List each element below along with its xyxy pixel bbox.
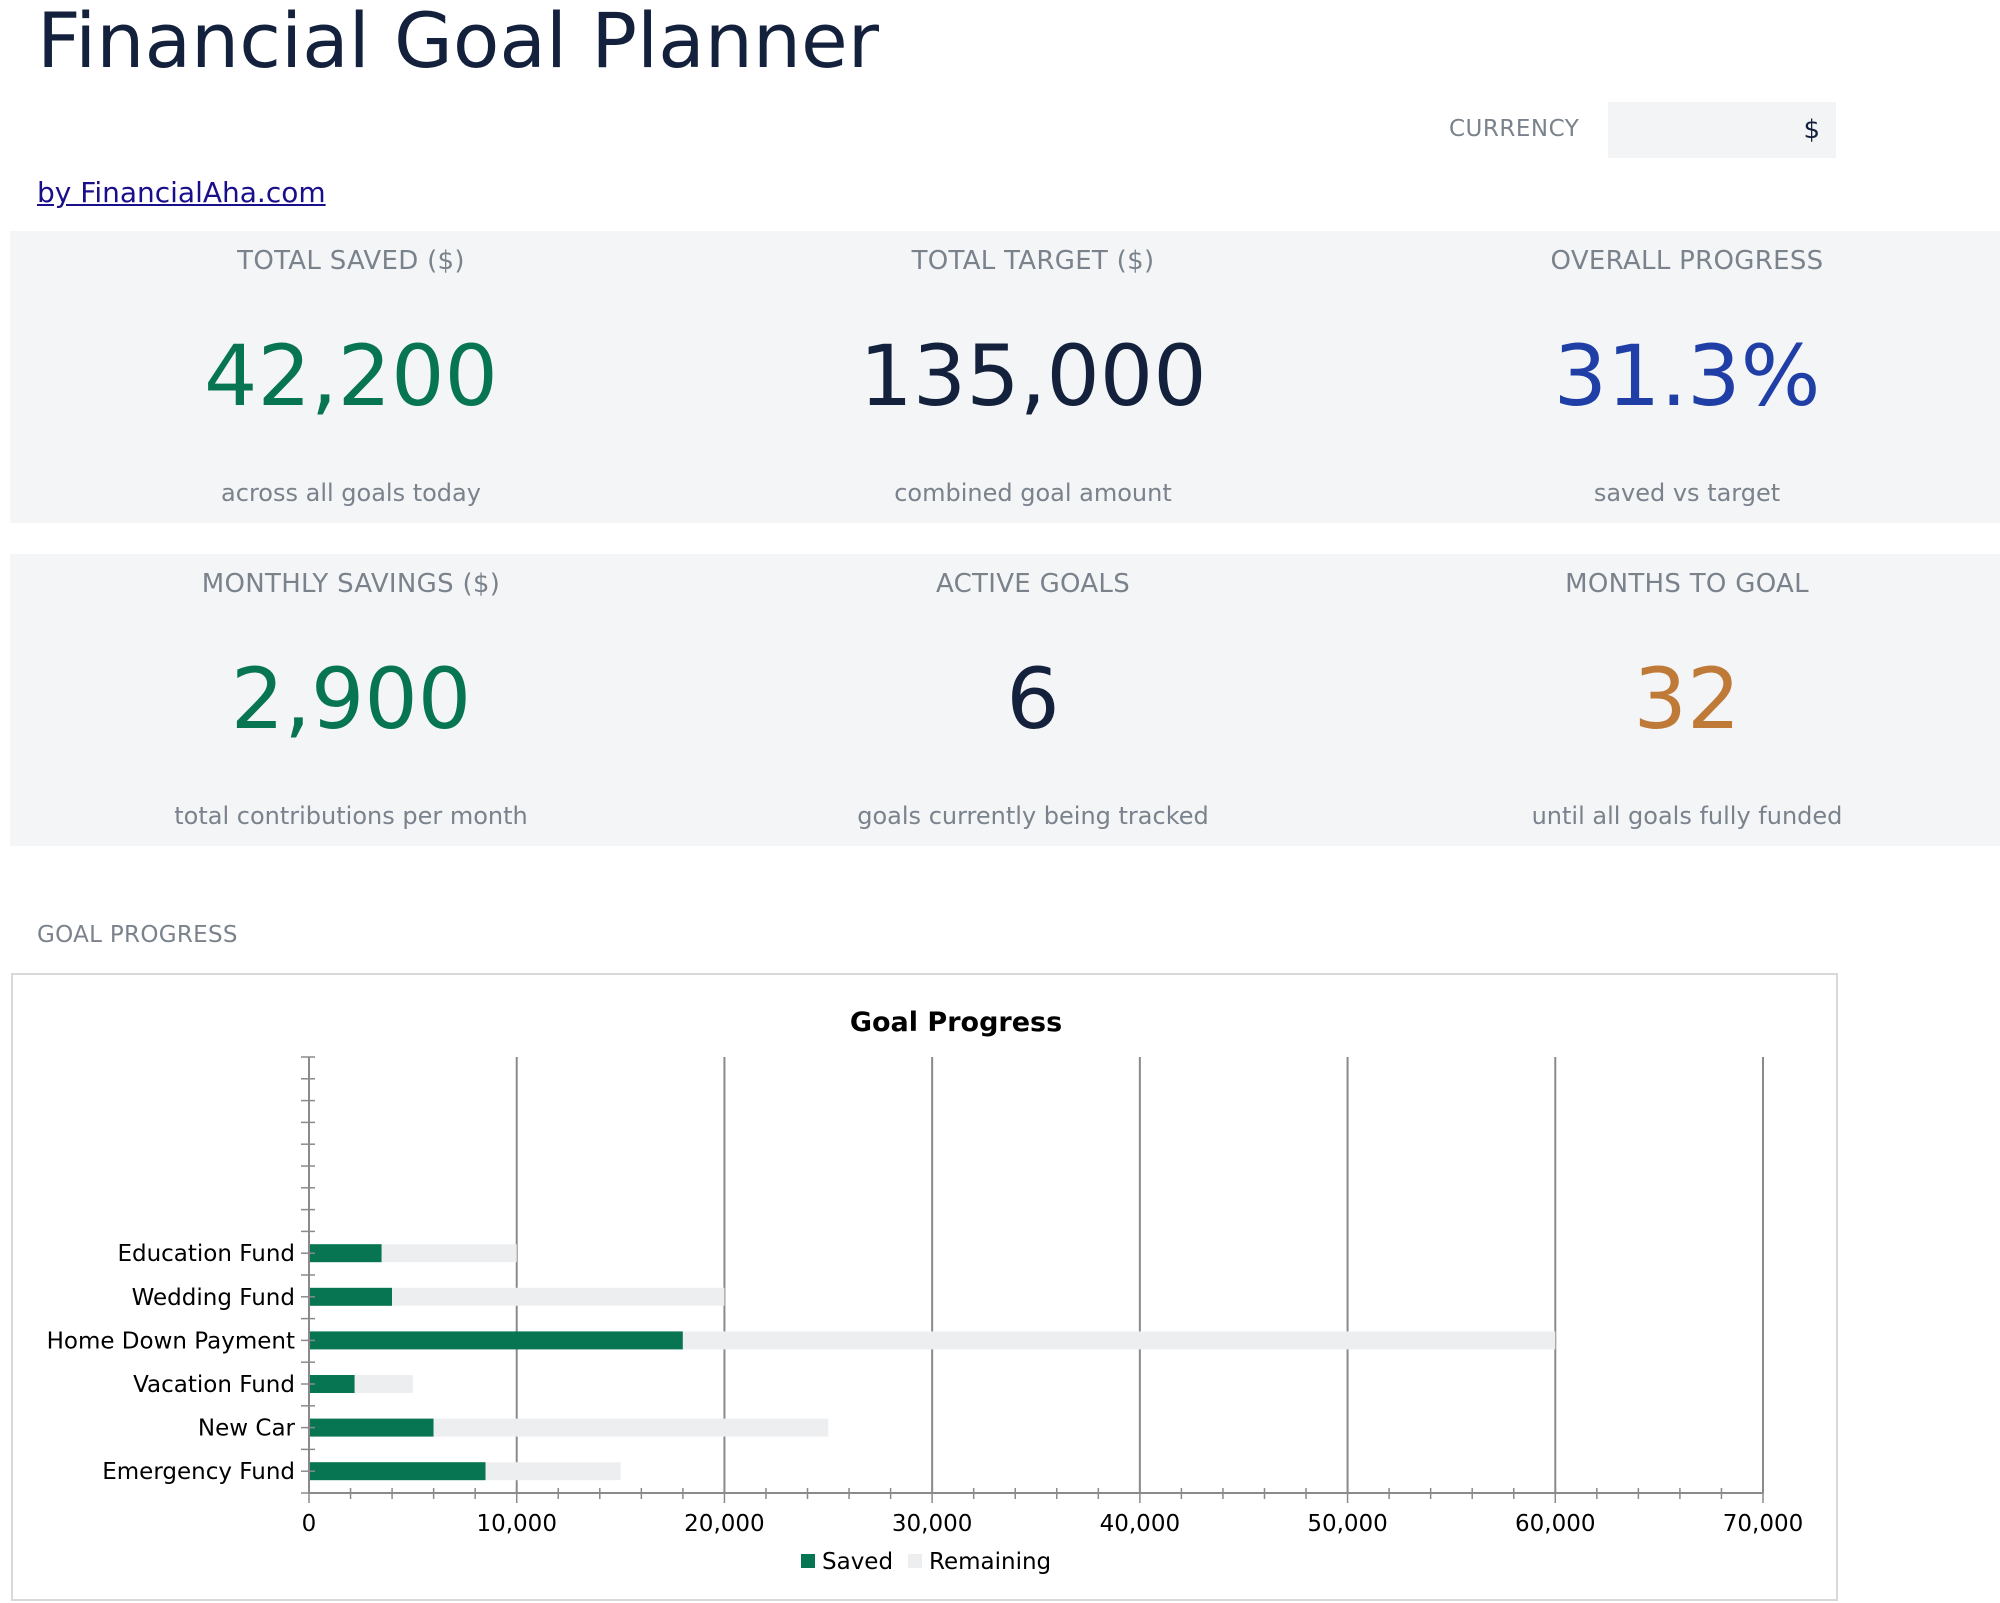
currency-label: CURRENCY	[1449, 116, 1580, 142]
category-label: Vacation Fund	[133, 1372, 295, 1398]
kpi-subtitle: across all goals today	[221, 479, 481, 507]
goal-progress-chart-svg: Goal Progress Emergency Fund New Car Vacati…	[47, 1007, 1804, 1575]
kpi-months-to-goal: MONTHS TO GOAL 32 until all goals fully …	[1374, 554, 2000, 846]
x-tick-label: 30,000	[892, 1511, 972, 1537]
kpi-row-top: TOTAL SAVED ($) 42,200 across all goals …	[10, 231, 2000, 523]
bar-remaining	[682, 1331, 1556, 1350]
kpi-value: 135,000	[859, 327, 1207, 425]
kpi-label: MONTHS TO GOAL	[1565, 569, 1809, 599]
x-tick-label: 70,000	[1723, 1511, 1803, 1537]
currency-input[interactable]	[1608, 102, 1836, 158]
x-tick-label: 50,000	[1307, 1511, 1387, 1537]
credit-link[interactable]: by FinancialAha.com	[37, 176, 326, 209]
x-tick-label: 20,000	[684, 1511, 764, 1537]
kpi-value: 2,900	[230, 650, 472, 748]
category-label: Home Down Payment	[47, 1328, 295, 1354]
kpi-monthly-savings: MONTHLY SAVINGS ($) 2,900 total contribu…	[10, 554, 692, 846]
bar-saved	[309, 1375, 355, 1393]
kpi-subtitle: goals currently being tracked	[857, 802, 1209, 830]
bar-saved	[309, 1462, 486, 1481]
kpi-subtitle: until all goals fully funded	[1531, 802, 1843, 830]
x-tick-label: 60,000	[1515, 1511, 1595, 1537]
kpi-subtitle: total contributions per month	[174, 802, 528, 830]
kpi-label: MONTHLY SAVINGS ($)	[201, 569, 501, 599]
kpi-label: ACTIVE GOALS	[935, 569, 1131, 599]
bar-remaining	[392, 1287, 725, 1306]
kpi-value: 42,200	[204, 327, 498, 425]
goal-progress-chart: Goal Progress Emergency Fund New Car Vacati…	[11, 973, 1838, 1601]
kpi-total-saved: TOTAL SAVED ($) 42,200 across all goals …	[10, 231, 692, 523]
kpi-active-goals: ACTIVE GOALS 6 goals currently being tra…	[692, 554, 1374, 846]
bar-saved	[309, 1331, 683, 1350]
legend-swatch-remaining	[908, 1554, 922, 1568]
bar-remaining	[354, 1375, 413, 1393]
kpi-row-bottom: MONTHLY SAVINGS ($) 2,900 total contribu…	[10, 554, 2000, 846]
kpi-total-target: TOTAL TARGET ($) 135,000 combined goal a…	[692, 231, 1374, 523]
legend-swatch-saved	[801, 1554, 815, 1568]
bar-saved	[309, 1287, 393, 1306]
kpi-overall-progress: OVERALL PROGRESS 31.3% saved vs target	[1374, 231, 2000, 523]
kpi-subtitle: saved vs target	[1593, 479, 1781, 507]
bar-remaining	[433, 1418, 829, 1437]
kpi-label: TOTAL TARGET ($)	[911, 246, 1155, 276]
bar-saved	[309, 1418, 434, 1437]
kpi-label: TOTAL SAVED ($)	[237, 246, 465, 276]
kpi-value: 6	[1006, 650, 1060, 748]
bar-saved	[309, 1244, 382, 1263]
x-tick-label: 10,000	[476, 1511, 556, 1537]
kpi-value: 32	[1633, 650, 1741, 748]
category-label: New Car	[198, 1416, 296, 1442]
legend-label-remaining: Remaining	[929, 1549, 1051, 1575]
x-tick-label: 0	[302, 1511, 317, 1537]
kpi-label: OVERALL PROGRESS	[1550, 246, 1824, 276]
legend-label-saved: Saved	[822, 1549, 893, 1575]
x-tick-label: 40,000	[1100, 1511, 1180, 1537]
section-label-goal-progress: GOAL PROGRESS	[37, 922, 238, 948]
page-title: Financial Goal Planner	[37, 0, 880, 85]
category-label: Education Fund	[117, 1241, 295, 1267]
bar-remaining	[485, 1462, 621, 1481]
category-label: Emergency Fund	[102, 1459, 295, 1485]
bar-remaining	[381, 1244, 517, 1263]
kpi-subtitle: combined goal amount	[894, 479, 1172, 507]
kpi-value: 31.3%	[1553, 327, 1821, 425]
chart-title: Goal Progress	[850, 1007, 1062, 1038]
category-label: Wedding Fund	[132, 1285, 295, 1311]
